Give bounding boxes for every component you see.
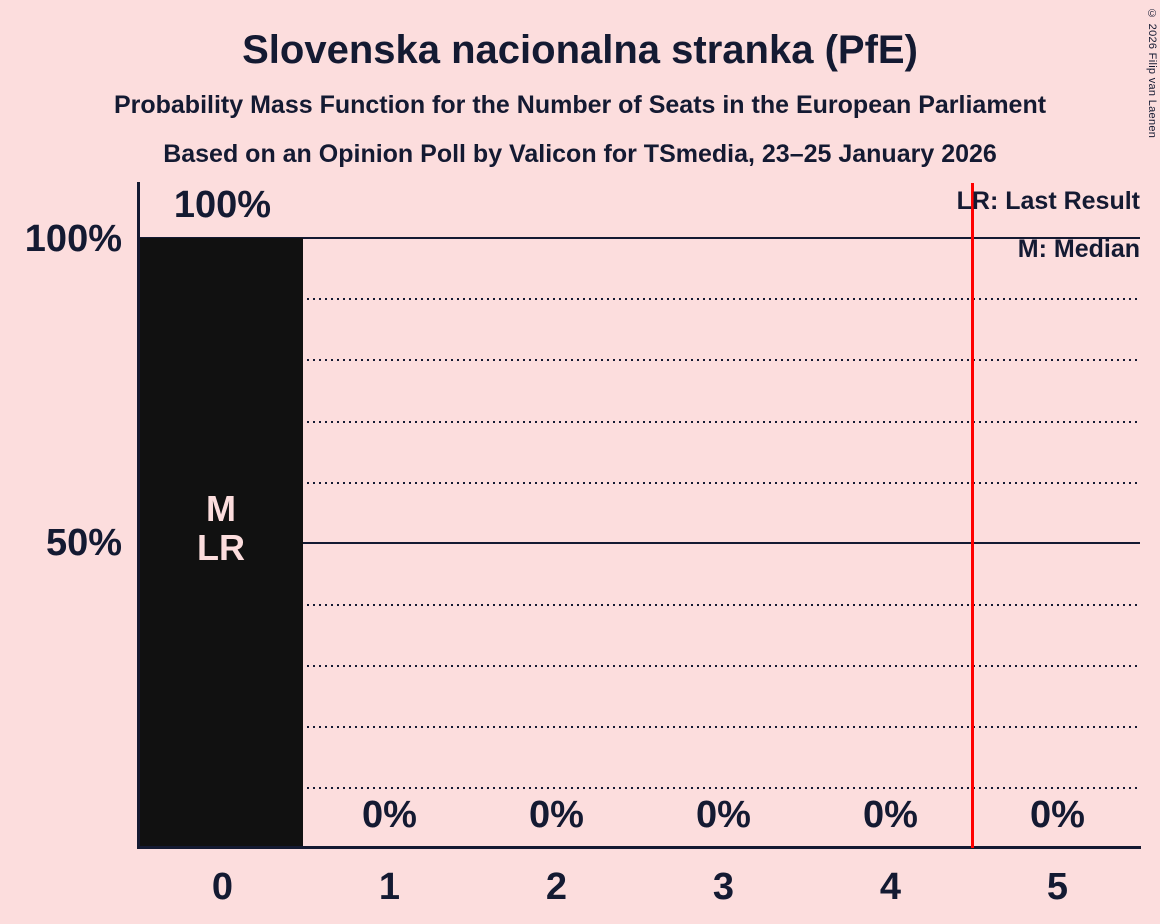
x-tick-4: 4 [879, 866, 902, 908]
gridline-30 [139, 665, 1140, 667]
y-axis-line [137, 182, 140, 848]
last-result-line [971, 183, 974, 848]
gridline-80 [139, 359, 1140, 361]
chart-subtitle: Probability Mass Function for the Number… [113, 91, 1047, 119]
gridline-40 [139, 604, 1140, 606]
chart-title: Slovenska nacionalna stranka (PfE) [242, 28, 918, 72]
gridline-100 [139, 237, 1140, 239]
gridline-50 [139, 542, 1140, 544]
gridline-10 [139, 787, 1140, 789]
x-tick-0: 0 [211, 866, 234, 908]
value-label-4: 0% [863, 794, 918, 836]
x-axis-line [137, 846, 1141, 849]
x-tick-3: 3 [712, 866, 735, 908]
last-result-marker-label: LR [197, 527, 245, 568]
y-tick-100: 100% [24, 218, 122, 260]
poll-source-line: Based on an Opinion Poll by Valicon for … [163, 140, 997, 168]
bar-annotation-block: M LR [139, 489, 303, 567]
gridline-60 [139, 482, 1140, 484]
legend-median: M: Median [1017, 235, 1140, 263]
x-tick-5: 5 [1046, 866, 1069, 908]
value-label-2: 0% [529, 794, 584, 836]
value-label-0: 100% [173, 184, 272, 226]
bar-seats-0 [139, 238, 303, 848]
y-tick-50: 50% [45, 522, 122, 564]
value-label-1: 0% [362, 794, 417, 836]
x-tick-1: 1 [378, 866, 401, 908]
gridline-20 [139, 726, 1140, 728]
median-marker-label: M [206, 488, 236, 529]
copyright-notice: © 2026 Filip van Laenen [1146, 8, 1158, 139]
value-label-3: 0% [696, 794, 751, 836]
legend-last-result: LR: Last Result [956, 187, 1140, 215]
value-label-5: 0% [1030, 794, 1085, 836]
gridline-70 [139, 421, 1140, 423]
gridline-90 [139, 298, 1140, 300]
x-tick-2: 2 [545, 866, 568, 908]
